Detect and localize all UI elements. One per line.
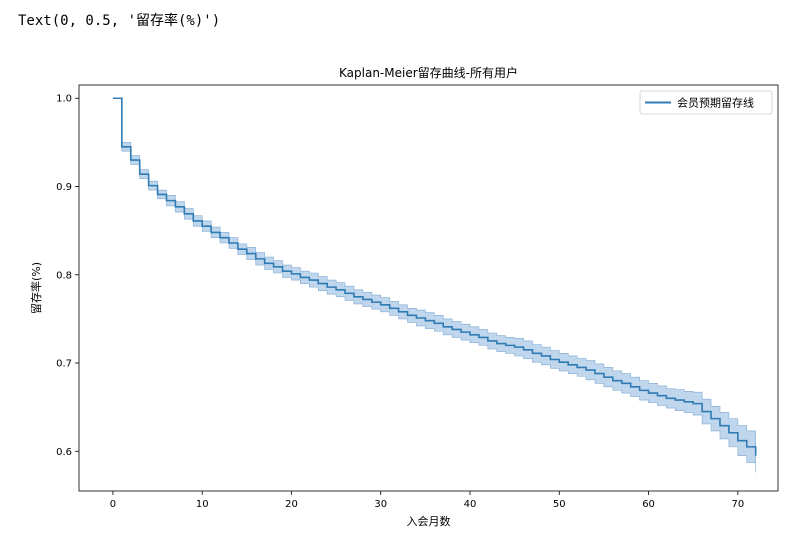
survival-line-layer	[112, 97, 757, 456]
legend-box	[639, 90, 773, 115]
chart-title: Kaplan-Meier留存曲线-所有用户	[339, 65, 518, 80]
x-tick-label: 10	[196, 499, 209, 510]
x-tick-label: 70	[731, 499, 744, 510]
x-tick-label: 30	[374, 499, 387, 510]
confidence-band	[112, 97, 756, 473]
y-tick-label: 0.6	[56, 447, 72, 458]
y-tick-label: 0.9	[56, 182, 72, 193]
legend-label: 会员预期留存线	[677, 96, 754, 110]
cell-output-text: Text(0, 0.5, '留存率(%)')	[18, 13, 221, 29]
y-tick-label: 0.7	[56, 359, 72, 370]
y-tick-label: 0.8	[56, 270, 72, 281]
x-axis-title: 入会月数	[407, 515, 451, 528]
x-axis-ticks: 0 10 20 30 40 50 60 70	[110, 491, 744, 510]
x-tick-label: 0	[110, 499, 116, 510]
y-axis-ticks: 0.6 0.7 0.8 0.9 1.0	[56, 94, 79, 458]
x-tick-label: 60	[642, 499, 655, 510]
x-tick-label: 40	[464, 499, 477, 510]
plot-frame	[78, 84, 779, 492]
legend: 会员预期留存线	[639, 90, 773, 115]
y-tick-label: 1.0	[56, 94, 72, 105]
x-tick-label: 50	[553, 499, 566, 510]
survival-line	[112, 97, 757, 456]
x-tick-label: 20	[285, 499, 298, 510]
y-axis-title: 留存率(%)	[29, 262, 43, 314]
confidence-band-layer	[112, 97, 756, 473]
